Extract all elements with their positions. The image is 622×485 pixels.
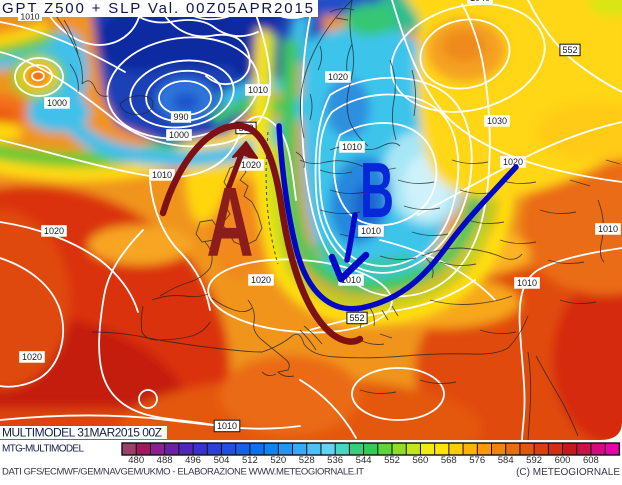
svg-text:528: 528	[299, 455, 315, 466]
svg-text:B: B	[360, 146, 394, 234]
svg-text:1010: 1010	[342, 142, 362, 152]
svg-text:536: 536	[327, 455, 343, 466]
svg-text:504: 504	[214, 455, 230, 466]
svg-text:(C) METEOGIORNALE: (C) METEOGIORNALE	[516, 467, 620, 478]
svg-text:DATI GFS/ECMWF/GEM/NAVGEM/UKMO: DATI GFS/ECMWF/GEM/NAVGEM/UKMO - ELABORA…	[2, 467, 364, 478]
svg-text:488: 488	[157, 455, 173, 466]
svg-text:1000: 1000	[169, 130, 189, 140]
svg-text:1010: 1010	[248, 85, 268, 95]
svg-text:552: 552	[349, 313, 364, 323]
svg-text:1010: 1010	[21, 12, 40, 22]
svg-text:1020: 1020	[328, 72, 348, 82]
svg-text:576: 576	[469, 455, 485, 466]
svg-text:480: 480	[128, 455, 144, 466]
svg-text:496: 496	[185, 455, 201, 466]
svg-text:512: 512	[242, 455, 258, 466]
svg-text:1040: 1040	[470, 0, 490, 3]
svg-text:1010: 1010	[341, 275, 361, 285]
svg-text:568: 568	[441, 455, 457, 466]
svg-text:520: 520	[270, 455, 286, 466]
svg-text:MULTIMODEL 31MAR2015 00Z: MULTIMODEL 31MAR2015 00Z	[2, 426, 162, 440]
svg-text:1020: 1020	[44, 226, 64, 236]
svg-text:1010: 1010	[598, 224, 618, 234]
svg-text:A: A	[207, 167, 254, 277]
svg-text:1000: 1000	[47, 98, 67, 108]
svg-text:552: 552	[562, 45, 577, 55]
svg-text:544: 544	[356, 455, 372, 466]
svg-text:584: 584	[498, 455, 514, 466]
svg-text:1010: 1010	[517, 278, 537, 288]
svg-text:1010: 1010	[217, 421, 237, 431]
svg-text:1010: 1010	[361, 226, 381, 236]
svg-text:1010: 1010	[152, 170, 172, 180]
svg-text:608: 608	[583, 455, 599, 466]
svg-text:592: 592	[526, 455, 542, 466]
svg-text:600: 600	[555, 455, 571, 466]
svg-text:552: 552	[384, 455, 400, 466]
svg-text:1020: 1020	[241, 160, 261, 170]
svg-text:1020: 1020	[22, 352, 42, 362]
svg-text:560: 560	[412, 455, 428, 466]
svg-text:MTG-MULTIMODEL: MTG-MULTIMODEL	[2, 444, 84, 455]
svg-text:1030: 1030	[487, 116, 507, 126]
svg-text:990: 990	[173, 112, 188, 122]
svg-text:1020: 1020	[251, 275, 271, 285]
svg-text:1020: 1020	[503, 157, 523, 167]
